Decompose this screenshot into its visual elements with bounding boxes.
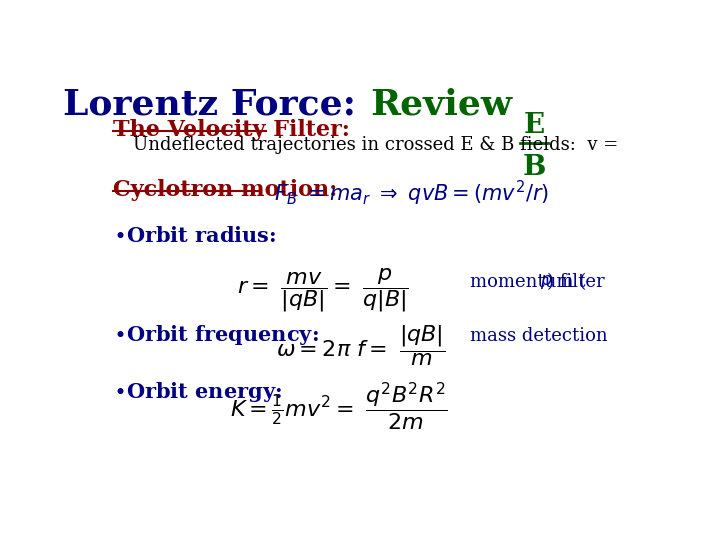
- Text: Lorentz Force:: Lorentz Force:: [63, 88, 369, 122]
- Text: $\omega = 2\pi \ f = \ \dfrac{|qB|}{m}$: $\omega = 2\pi \ f = \ \dfrac{|qB|}{m}$: [276, 323, 446, 368]
- Text: B: B: [523, 154, 546, 181]
- Text: $\bullet$Orbit radius:: $\bullet$Orbit radius:: [113, 226, 276, 246]
- Text: $F_B \ = ma_r \ \Rightarrow \ qvB = (mv^2/r)$: $F_B \ = ma_r \ \Rightarrow \ qvB = (mv^…: [274, 179, 549, 208]
- Text: $\bullet$Orbit frequency:: $\bullet$Orbit frequency:: [113, 323, 319, 347]
- Text: mass detection: mass detection: [469, 327, 608, 345]
- Text: momentum (: momentum (: [469, 273, 586, 291]
- Text: E: E: [523, 112, 544, 139]
- Text: $p$: $p$: [539, 273, 552, 291]
- Text: Review: Review: [371, 88, 513, 122]
- Text: $r = \ \dfrac{mv}{|qB|}= \ \dfrac{p}{q|B|}$: $r = \ \dfrac{mv}{|qB|}= \ \dfrac{p}{q|B…: [238, 267, 409, 314]
- Text: $K = \frac{1}{2}mv^2 = \ \dfrac{q^2B^2R^2}{2m}$: $K = \frac{1}{2}mv^2 = \ \dfrac{q^2B^2R^…: [230, 381, 447, 433]
- Text: The Velocity Filter:: The Velocity Filter:: [113, 119, 350, 141]
- Text: ) filter: ) filter: [547, 273, 605, 291]
- Text: Cyclotron motion:: Cyclotron motion:: [113, 179, 338, 201]
- Text: $\bullet$Orbit energy:: $\bullet$Orbit energy:: [113, 381, 282, 404]
- Text: Undeflected trajectories in crossed E & B fields:  v =: Undeflected trajectories in crossed E & …: [132, 136, 618, 154]
